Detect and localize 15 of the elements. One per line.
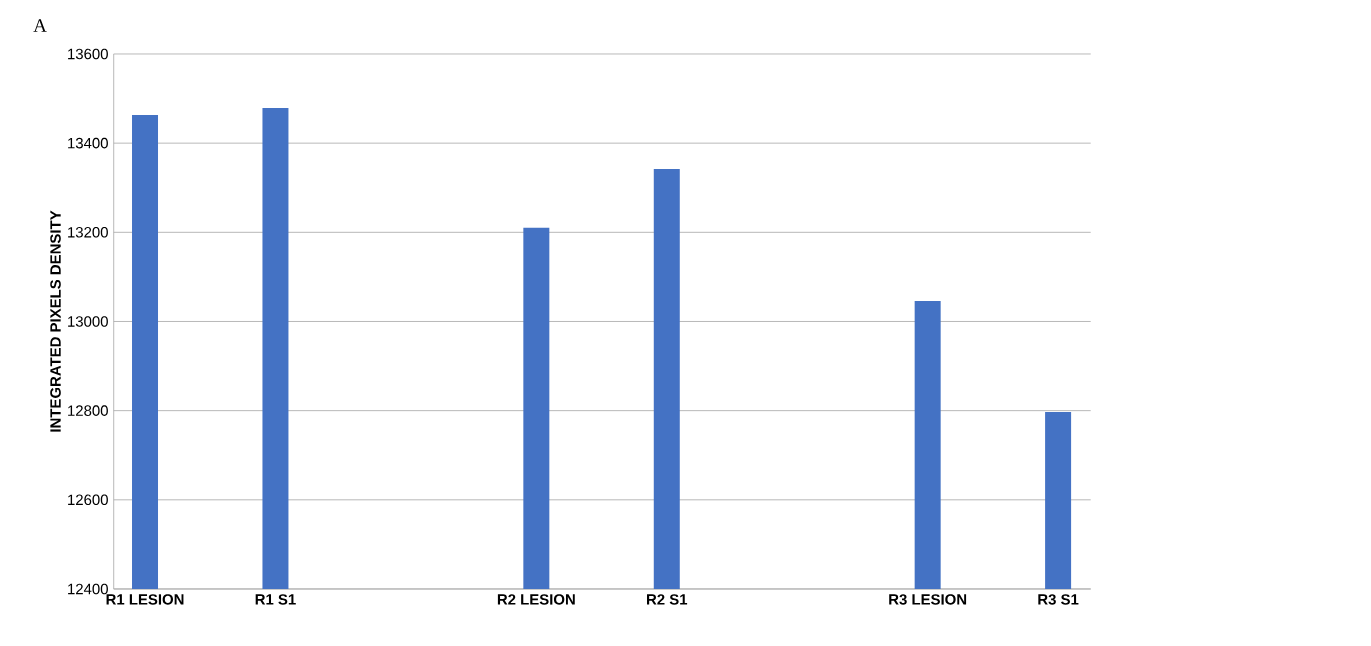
y-axis-title: INTEGRATED PIXELS DENSITY: [50, 210, 61, 432]
x-tick-label: R2 LESION: [497, 594, 575, 605]
x-tick-label: R3 S1: [1038, 594, 1079, 605]
x-tick-label: R1 S1: [255, 594, 296, 605]
y-tick-label: 13400: [68, 137, 108, 149]
y-tick-label: 12400: [68, 583, 108, 595]
y-tick-label: 13600: [68, 48, 108, 60]
text: A: [33, 19, 47, 32]
x-tick-label: R3 LESION: [889, 594, 967, 605]
y-tick-label: 13200: [68, 227, 108, 238]
y-tick-label: 13000: [68, 316, 108, 327]
y-tick-label: 12800: [68, 405, 108, 416]
x-tick-label: R1 LESION: [106, 594, 184, 605]
y-tick-label: 12600: [68, 494, 108, 506]
x-tick-label: R2 S1: [647, 594, 688, 605]
